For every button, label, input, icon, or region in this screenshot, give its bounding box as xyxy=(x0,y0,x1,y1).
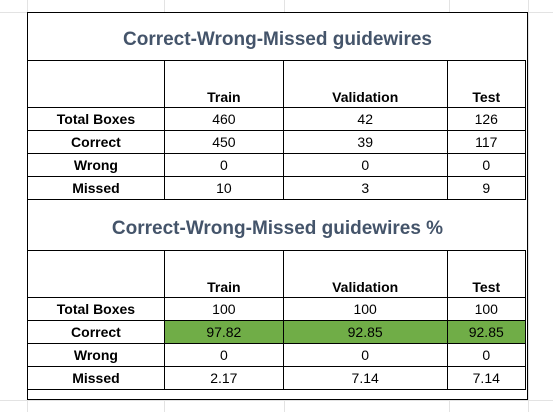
cell-test[interactable]: 126 xyxy=(446,107,527,131)
counts-table: Train Validation Test Total Boxes 460 42… xyxy=(27,60,527,200)
header-train[interactable]: Train xyxy=(163,250,284,298)
header-validation[interactable]: Validation xyxy=(282,250,448,298)
cell-test[interactable]: 0 xyxy=(446,343,527,367)
table-row: Total Boxes 460 42 126 xyxy=(27,107,527,131)
cell-validation[interactable]: 39 xyxy=(282,130,448,154)
header-test[interactable]: Test xyxy=(446,60,527,108)
table-row: Wrong 0 0 0 xyxy=(27,153,527,177)
row-label-wrong[interactable]: Wrong xyxy=(27,153,165,177)
cell-train[interactable]: 0 xyxy=(163,153,284,177)
cell-validation[interactable]: 42 xyxy=(282,107,448,131)
cell-train[interactable]: 10 xyxy=(163,176,284,200)
cell-train[interactable]: 100 xyxy=(163,297,284,321)
percent-title: Correct-Wrong-Missed guidewires % xyxy=(111,218,444,239)
row-label-missed[interactable]: Missed xyxy=(27,366,165,390)
table-row: Missed 10 3 9 xyxy=(27,176,527,200)
table-row: Wrong 0 0 0 xyxy=(27,343,527,367)
cell-validation[interactable]: 0 xyxy=(282,153,448,177)
percent-header-row: Train Validation Test xyxy=(27,250,527,298)
cell-train[interactable]: 0 xyxy=(163,343,284,367)
cell-validation[interactable]: 100 xyxy=(282,297,448,321)
cell-validation-highlighted[interactable]: 92.85 xyxy=(282,320,448,344)
guidewire-results-sheet: Correct-Wrong-Missed guidewires Train Va… xyxy=(27,12,528,400)
cell-test[interactable]: 117 xyxy=(446,130,527,154)
cell-validation[interactable]: 7.14 xyxy=(282,366,448,390)
cell-train[interactable]: 450 xyxy=(163,130,284,154)
cell-test[interactable]: 0 xyxy=(446,153,527,177)
cell-test[interactable]: 7.14 xyxy=(446,366,527,390)
row-label-total-boxes[interactable]: Total Boxes xyxy=(27,297,165,321)
table-row: Total Boxes 100 100 100 xyxy=(27,297,527,321)
header-corner-cell[interactable] xyxy=(27,250,165,298)
table-row: Correct 97.82 92.85 92.85 xyxy=(27,320,527,344)
cell-validation[interactable]: 0 xyxy=(282,343,448,367)
row-label-total-boxes[interactable]: Total Boxes xyxy=(27,107,165,131)
row-label-correct[interactable]: Correct xyxy=(27,130,165,154)
cell-train[interactable]: 460 xyxy=(163,107,284,131)
row-label-missed[interactable]: Missed xyxy=(27,176,165,200)
table-row: Correct 450 39 117 xyxy=(27,130,527,154)
cell-train[interactable]: 2.17 xyxy=(163,366,284,390)
cell-test[interactable]: 100 xyxy=(446,297,527,321)
header-validation[interactable]: Validation xyxy=(282,60,448,108)
counts-header-row: Train Validation Test xyxy=(27,60,527,108)
header-test[interactable]: Test xyxy=(446,250,527,298)
cell-train-highlighted[interactable]: 97.82 xyxy=(163,320,284,344)
header-train[interactable]: Train xyxy=(163,60,284,108)
row-label-correct[interactable]: Correct xyxy=(27,320,165,344)
cell-test-highlighted[interactable]: 92.85 xyxy=(446,320,527,344)
percent-table: Train Validation Test Total Boxes 100 10… xyxy=(27,250,527,390)
counts-title: Correct-Wrong-Missed guidewires xyxy=(123,29,432,50)
row-label-wrong[interactable]: Wrong xyxy=(27,343,165,367)
cell-validation[interactable]: 3 xyxy=(282,176,448,200)
header-corner-cell[interactable] xyxy=(27,60,165,108)
table-row: Missed 2.17 7.14 7.14 xyxy=(27,366,527,390)
cell-test[interactable]: 9 xyxy=(446,176,527,200)
